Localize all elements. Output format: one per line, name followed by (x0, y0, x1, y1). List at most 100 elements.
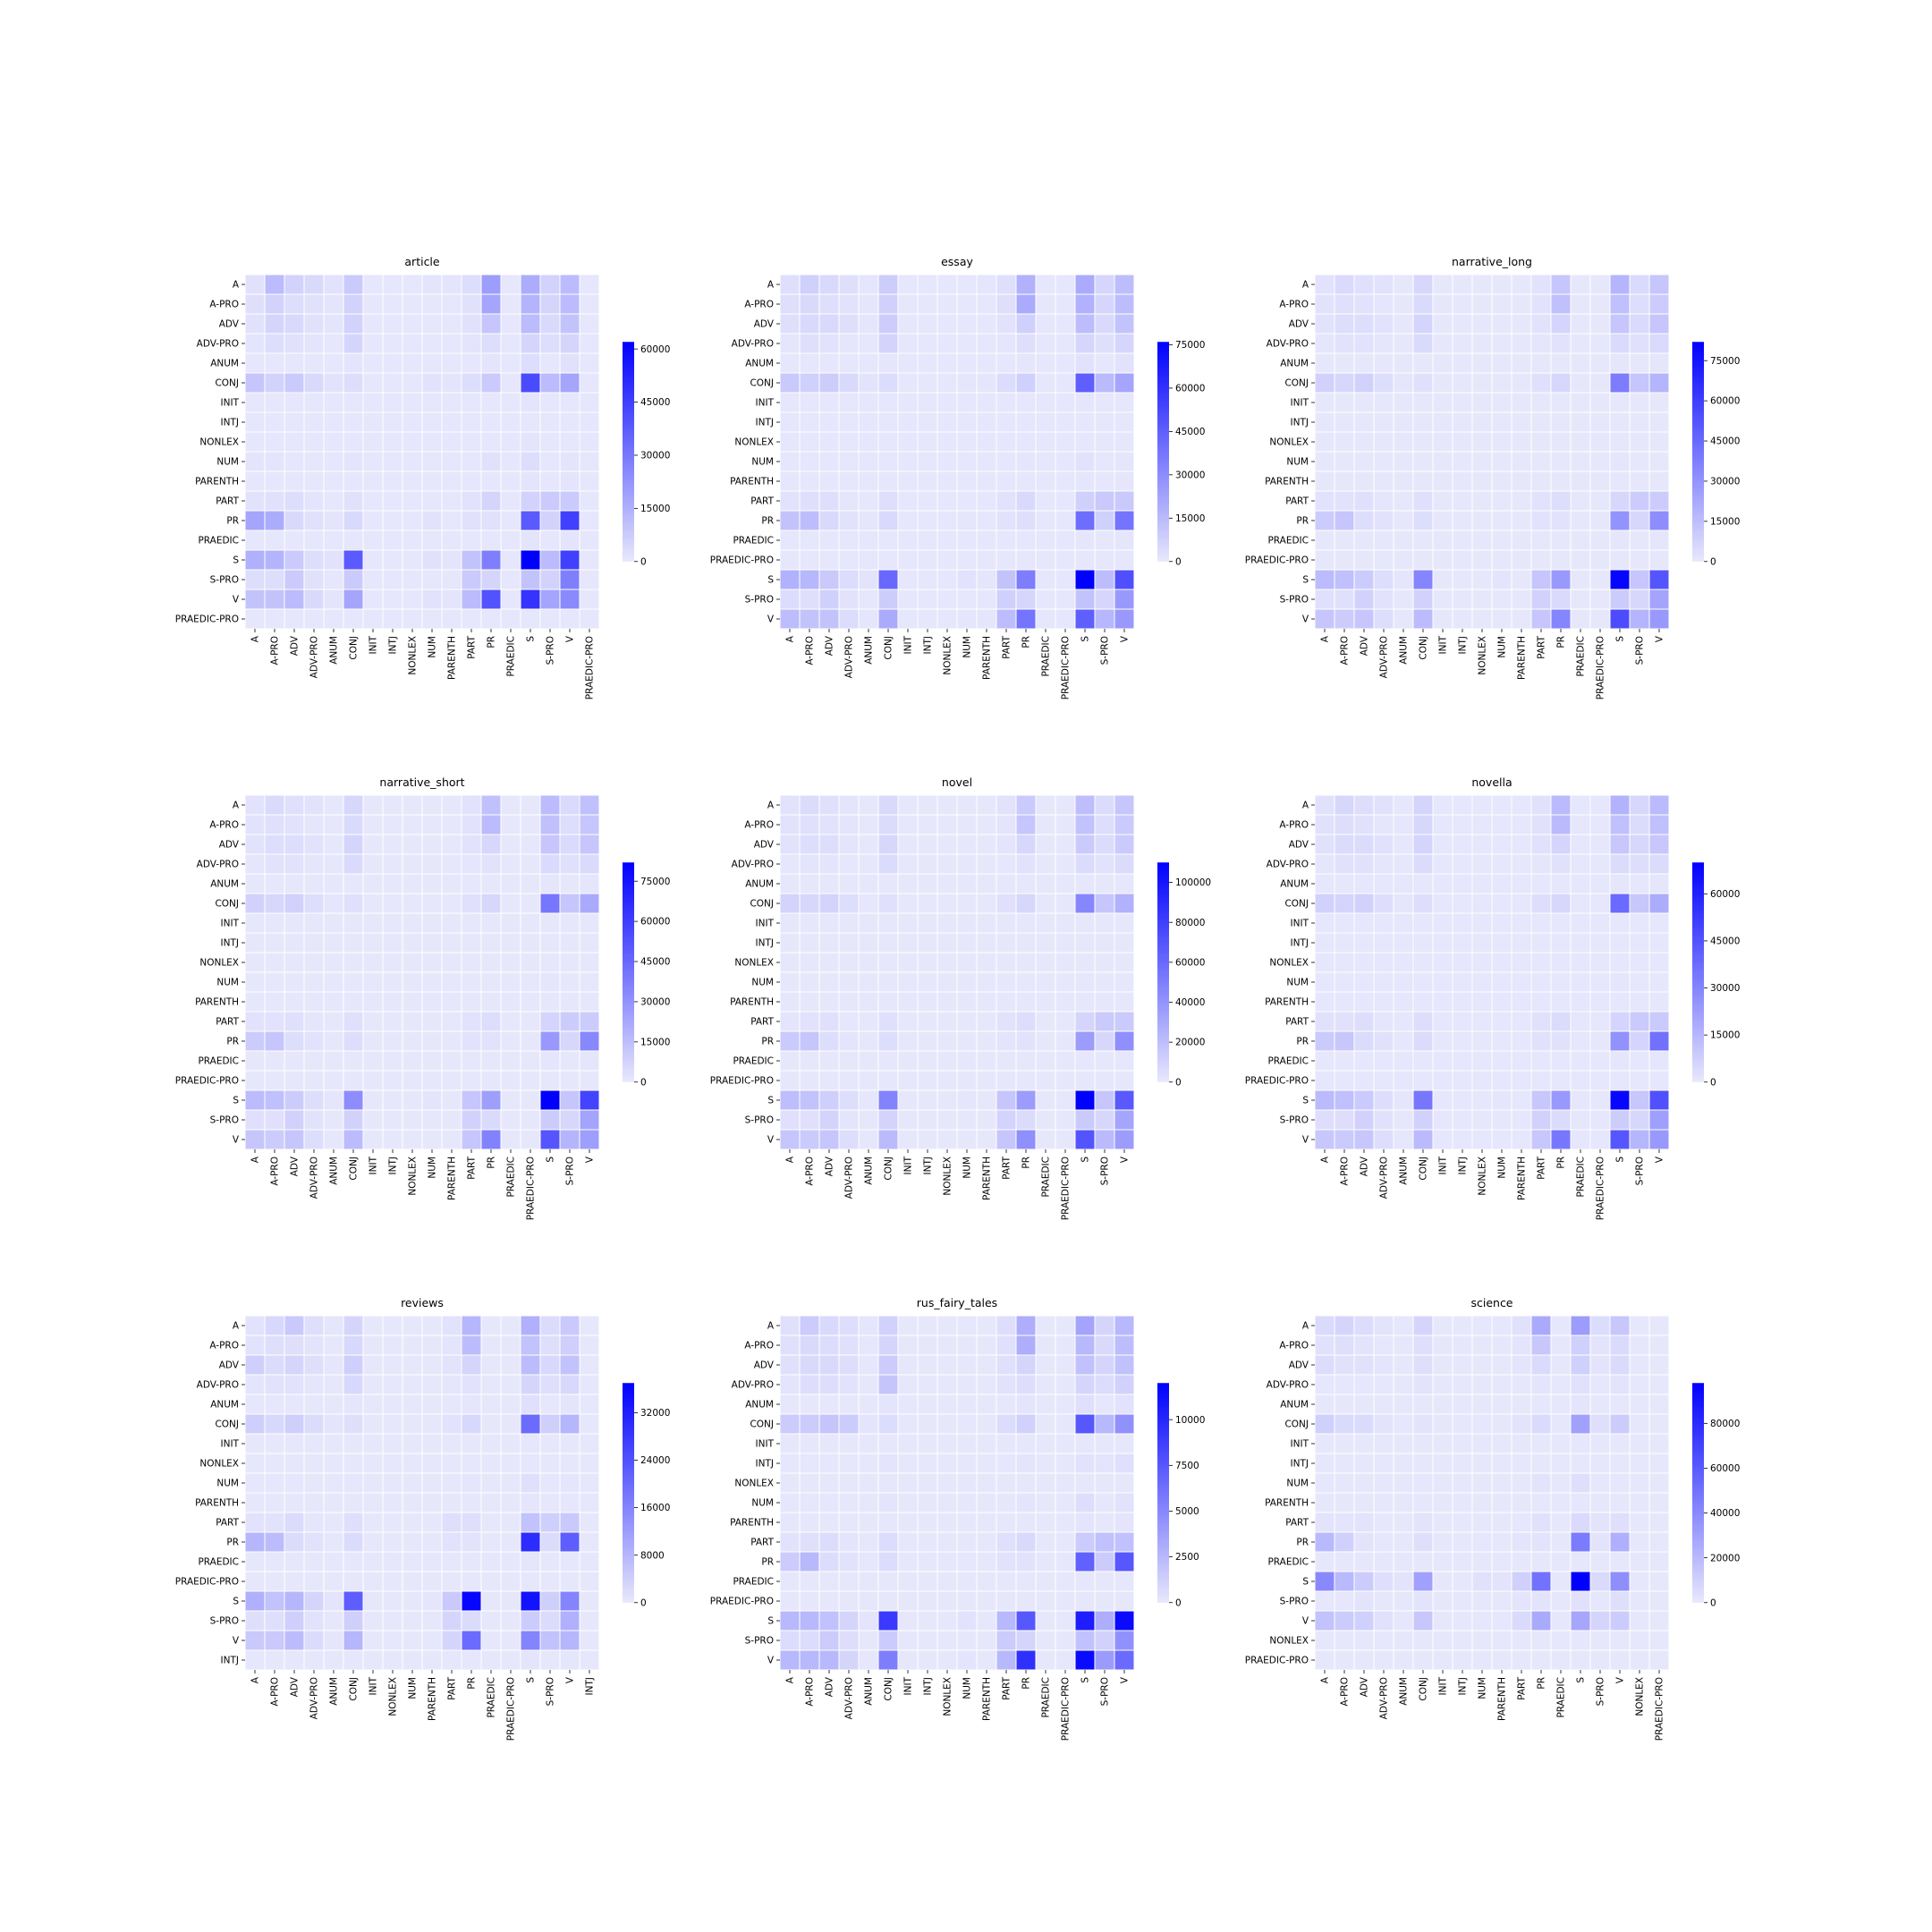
heatmap-cell (343, 794, 364, 816)
heatmap-cell (799, 1050, 820, 1072)
heatmap-cell (799, 333, 820, 354)
colorbar-tick-label: 60000 (1710, 1463, 1740, 1474)
heatmap-cell (1491, 431, 1513, 453)
heatmap-cell (1393, 834, 1414, 855)
heatmap-cell (323, 293, 344, 315)
heatmap-cell (264, 1335, 285, 1356)
x-tick-label: NUM (428, 1157, 438, 1179)
heatmap-cell (779, 893, 801, 914)
heatmap-cell (956, 589, 978, 610)
heatmap-cell (520, 608, 541, 630)
heatmap-cell (1015, 1374, 1037, 1395)
heatmap-cell (500, 569, 521, 590)
heatmap-cell (1412, 1492, 1434, 1513)
heatmap-cell (323, 1011, 344, 1032)
y-tick-label: INTJ (1291, 938, 1309, 949)
heatmap-cell (1570, 431, 1591, 453)
y-tick-label: PARENTH (730, 477, 774, 487)
heatmap-cell (858, 451, 879, 472)
heatmap-cell (1432, 1335, 1453, 1356)
heatmap-cell (520, 1335, 541, 1356)
y-tick-label: CONJ (215, 899, 239, 910)
heatmap-cell (1373, 1354, 1394, 1376)
x-tick-label: A (785, 1676, 796, 1683)
heatmap-cell (1471, 1551, 1493, 1572)
heatmap-cell (284, 834, 305, 855)
heatmap-cell (1570, 1610, 1591, 1631)
heatmap-cell (897, 1630, 919, 1651)
heatmap-cell (1452, 411, 1473, 433)
x-tick-label: ADV (290, 635, 301, 656)
heatmap-panel-novel: novelAA-PROADVADV-PROANUMCONJINITINTJNON… (710, 775, 1211, 1220)
heatmap-cell (1570, 971, 1591, 993)
heatmap-cell (1589, 1649, 1611, 1671)
y-tick-label: ANUM (745, 1400, 774, 1411)
heatmap-cell (303, 991, 325, 1013)
heatmap-cell (1570, 372, 1591, 394)
heatmap-cell (818, 549, 840, 571)
heatmap-cell (1452, 392, 1473, 413)
colorbar-tick-label: 30000 (640, 997, 670, 1008)
heatmap-cell (1609, 1610, 1631, 1631)
heatmap-cell (1570, 549, 1591, 571)
heatmap-cell (1015, 893, 1037, 914)
heatmap-cell (1530, 549, 1552, 571)
heatmap-cell (877, 293, 899, 315)
x-tick-label: PRAEDIC (1041, 636, 1052, 677)
heatmap-cell (264, 293, 285, 315)
heatmap-cell (799, 1070, 820, 1091)
y-tick-label: S (1302, 1096, 1309, 1106)
heatmap-cell (382, 1374, 403, 1395)
heatmap-cell (303, 1354, 325, 1376)
heatmap-cell (244, 1512, 266, 1533)
heatmap-cell (996, 1109, 1017, 1131)
heatmap-cell (858, 1630, 879, 1651)
heatmap-cell (1491, 1394, 1513, 1415)
heatmap-cell (1094, 333, 1115, 354)
heatmap-cell (1452, 1089, 1473, 1111)
heatmap-cell (520, 794, 541, 816)
heatmap-cell (1353, 1551, 1375, 1572)
heatmap-cell (1074, 313, 1096, 335)
y-tick-label: INTJ (221, 1656, 239, 1666)
heatmap-cell (284, 1354, 305, 1376)
heatmap-cell (520, 1050, 541, 1072)
heatmap-cell (1452, 1590, 1473, 1612)
heatmap-cell (244, 313, 266, 335)
heatmap-cell (343, 1315, 364, 1336)
y-tick-label: INIT (1291, 1439, 1309, 1450)
heatmap-cell (323, 569, 344, 590)
heatmap-cell (539, 411, 561, 433)
heatmap-cell (1094, 451, 1115, 472)
heatmap-cell (1094, 1089, 1115, 1111)
heatmap-cell (936, 1050, 958, 1072)
heatmap-cell (1648, 1374, 1670, 1395)
heatmap-cell (461, 1394, 482, 1415)
heatmap-cell (382, 1453, 403, 1474)
heatmap-cell (818, 569, 840, 590)
heatmap-cell (779, 372, 801, 394)
heatmap-cell (1314, 1129, 1335, 1150)
heatmap-cell (1393, 873, 1414, 894)
heatmap-cell (1393, 932, 1414, 953)
heatmap-cell (579, 1571, 600, 1592)
heatmap-cell (520, 392, 541, 413)
heatmap-cell (1609, 431, 1631, 453)
heatmap-cell (1491, 1571, 1513, 1592)
heatmap-cell (1373, 1571, 1394, 1592)
heatmap-cell (779, 1394, 801, 1415)
heatmap-cell (1550, 912, 1572, 934)
heatmap-cell (956, 372, 978, 394)
heatmap-cell (520, 814, 541, 835)
heatmap-cell (520, 431, 541, 453)
heatmap-cell (1491, 1413, 1513, 1435)
heatmap-cell (1530, 1512, 1552, 1533)
heatmap-cell (956, 873, 978, 894)
heatmap-cell (1373, 569, 1394, 590)
heatmap-cell (500, 991, 521, 1013)
heatmap-cell (1550, 1011, 1572, 1032)
heatmap-cell (1432, 873, 1453, 894)
heatmap-cell (1452, 1453, 1473, 1474)
heatmap-cell (1055, 293, 1076, 315)
